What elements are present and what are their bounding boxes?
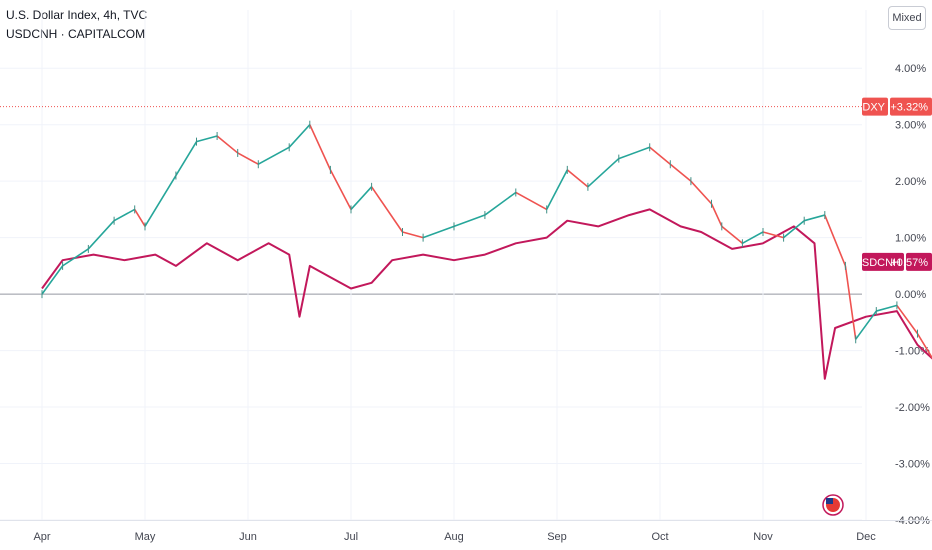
series-segment-dxy (690, 180, 713, 205)
series-segment-dxy (824, 214, 847, 267)
x-tick-label: Aug (444, 531, 464, 543)
series-tag-name-bg (862, 97, 888, 116)
series-segment-dxy (237, 152, 259, 165)
series-segment-dxy (175, 141, 198, 176)
series-segment-dxy (402, 231, 424, 239)
series-segment-dxy (87, 220, 115, 250)
series-segment-dxy (566, 169, 589, 188)
y-tick-label: -2.00% (895, 402, 930, 414)
series-segment-dxy (762, 231, 784, 239)
series-segment-dxy (587, 157, 620, 188)
series-tag-value: +0.57% (890, 257, 928, 269)
series-segment-dxy (721, 225, 743, 244)
y-tick-label: 4.00% (895, 63, 926, 75)
y-tick-label: 1.00% (895, 233, 926, 245)
x-tick-label: Sep (547, 531, 567, 543)
series-segment-dxy (803, 214, 826, 222)
series-segment-dxy (196, 135, 218, 143)
us-flag-event-icon-canton (826, 498, 833, 504)
series-tag-name: USDCNH (854, 257, 901, 269)
y-tick-label: 0.00% (895, 289, 926, 301)
x-tick-label: Jun (239, 531, 257, 543)
series-segment-dxy (515, 191, 548, 211)
series-segment-dxy (783, 220, 805, 239)
series-segment-dxy (62, 248, 89, 267)
series-segment-dxy (876, 304, 898, 312)
x-tick-label: Apr (33, 531, 50, 543)
series-segment-dxy (134, 208, 146, 227)
series-line-usdcnh (41, 208, 932, 380)
x-tick-label: Dec (856, 531, 876, 543)
series-segment-dxy (484, 191, 517, 216)
series-segment-dxy (855, 310, 877, 340)
series-tag-value-bg (906, 252, 932, 271)
series-segment-dxy (288, 124, 311, 148)
series-segment-dxy (370, 186, 404, 233)
series-segment-dxy (144, 175, 177, 227)
x-tick-label: Jul (344, 531, 358, 543)
series-segment-dxy (350, 186, 373, 210)
series-segment-dxy (844, 265, 857, 340)
x-tick-label: May (135, 531, 156, 543)
x-tick-label: Nov (753, 531, 773, 543)
series-segment-dxy (545, 169, 569, 210)
series-segment-dxy (41, 265, 64, 295)
series-tag-name: DXY (862, 102, 885, 114)
series-segment-dxy (453, 214, 486, 228)
x-tick-label: Oct (651, 531, 668, 543)
y-tick-label: 3.00% (895, 120, 926, 132)
scale-mode-button[interactable]: Mixed (888, 6, 926, 30)
series-tag-name-bg (862, 252, 904, 271)
series-segment-dxy (618, 146, 650, 160)
series-segment-dxy (257, 146, 290, 165)
y-tick-label: 2.00% (895, 176, 926, 188)
y-tick-label: -3.00% (895, 459, 930, 471)
main-symbol-title: U.S. Dollar Index, 4h, TVC (6, 8, 148, 22)
series-segment-dxy (742, 231, 764, 244)
series-segment-dxy (649, 146, 671, 165)
series-tag-value-bg (890, 97, 932, 116)
series-segment-dxy (422, 225, 455, 239)
compare-symbol-title: USDCNH · CAPITALCOM (6, 27, 146, 41)
series-segment-dxy (669, 163, 692, 182)
series-tag-value: +3.32% (890, 102, 928, 114)
series-segment-dxy (113, 208, 136, 222)
series-segment-dxy (916, 333, 932, 360)
series-segment-dxy (896, 304, 919, 335)
series-segment-dxy (216, 135, 239, 154)
series-segment-dxy (710, 203, 723, 227)
series-segment-dxy (329, 169, 352, 210)
series-segment-dxy (309, 124, 332, 171)
